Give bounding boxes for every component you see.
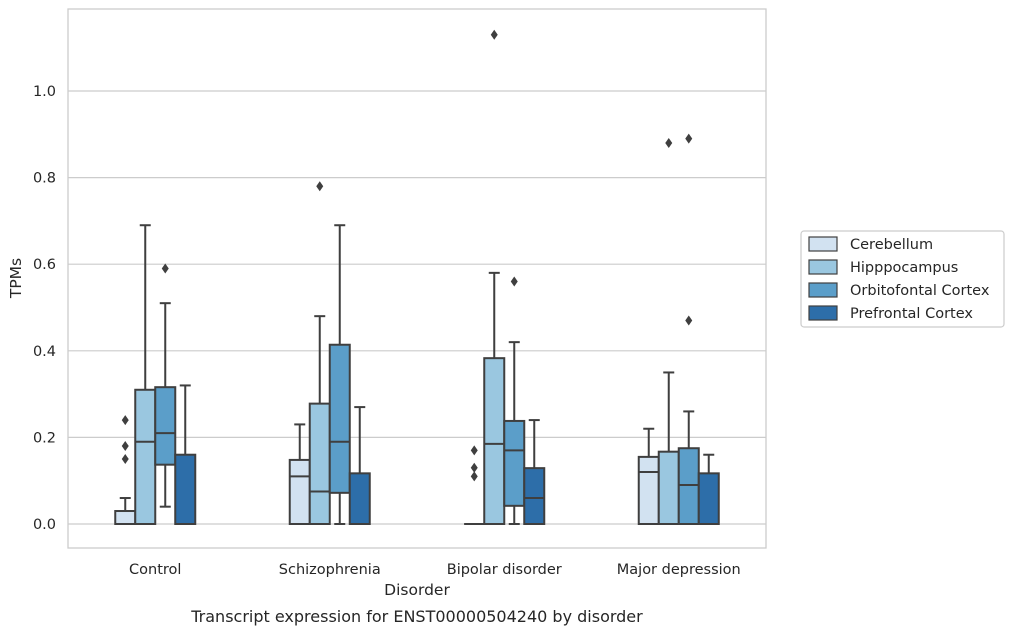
box-prefrontal-cortex (523, 419, 546, 526)
box-series (114, 29, 720, 526)
box-body (154, 386, 177, 466)
box-body (503, 419, 526, 507)
x-tick-label: Major depression (617, 562, 741, 578)
x-tick-label: Bipolar disorder (447, 562, 562, 578)
box-prefrontal-cortex (174, 384, 197, 525)
outlier-point (490, 29, 498, 40)
box-body (114, 510, 137, 526)
y-tick-label: 0.6 (33, 257, 56, 273)
legend-entry-label: Prefrontal Cortex (850, 306, 973, 322)
plot-frame (67, 8, 767, 549)
outlier-point (161, 263, 169, 274)
box-body (174, 453, 197, 525)
box-orbitofontal-cortex (154, 263, 177, 508)
chart-caption: Transcript expression for ENST0000050424… (190, 607, 643, 626)
outlier-point (470, 471, 478, 482)
box-orbitofontal-cortex (677, 133, 700, 526)
box-cerebellum (114, 415, 137, 526)
box-body (523, 467, 546, 526)
outlier-point (316, 181, 324, 192)
box-prefrontal-cortex (697, 453, 720, 525)
legend-swatch (808, 236, 838, 252)
box-body (677, 447, 700, 526)
box-cerebellum (464, 445, 485, 525)
outlier-point (121, 454, 129, 465)
y-tick-label: 0.8 (33, 171, 56, 187)
box-hipppocampus (134, 224, 157, 525)
box-body (697, 472, 720, 525)
x-tick-labels: Control Schizophrenia Bipolar disorder Majo… (129, 562, 741, 578)
box-orbitofontal-cortex (503, 276, 526, 525)
box-cerebellum (637, 427, 660, 526)
outlier-point (470, 445, 478, 456)
box-hipppocampus (657, 137, 680, 525)
outlier-point (685, 133, 693, 144)
x-tick-label: Control (129, 562, 181, 578)
legend-frame (800, 230, 1005, 328)
box-body (657, 450, 680, 525)
box-body (637, 455, 660, 526)
box-hipppocampus (308, 181, 331, 526)
outlier-point (510, 276, 518, 287)
legend-swatch (808, 259, 838, 275)
box-hipppocampus (483, 29, 506, 526)
y-tick-label: 1.0 (33, 84, 56, 100)
y-tick-label: 0.4 (33, 344, 56, 360)
outlier-point (121, 441, 129, 452)
legend-entry-label: Cerebellum (850, 237, 933, 253)
box-body (483, 357, 506, 526)
box-cerebellum (288, 423, 311, 525)
outlier-point (665, 137, 673, 148)
y-tick-label: 0.2 (33, 430, 56, 446)
legend-entry-label: Orbitofontal Cortex (850, 283, 990, 299)
x-tick-label: Schizophrenia (279, 562, 381, 578)
outlier-point (685, 315, 693, 326)
outlier-point (121, 415, 129, 426)
legend-swatch (808, 282, 838, 298)
y-axis-label: TPMs (7, 258, 25, 299)
legend-swatch (808, 305, 838, 321)
box-body (134, 388, 157, 525)
box-body (288, 458, 311, 525)
y-tick-labels: 0.0 0.2 0.4 0.6 0.8 1.0 (33, 84, 56, 533)
legend-entry-label: Hipppocampus (850, 260, 958, 276)
legend: Cerebellum Hipppocampus Orbitofontal Corte… (800, 230, 1005, 328)
box-orbitofontal-cortex (328, 224, 351, 525)
box-body (348, 472, 371, 525)
box-prefrontal-cortex (348, 406, 371, 525)
box-body (328, 343, 351, 494)
outlier-point (470, 462, 478, 473)
x-axis-label: Disorder (384, 581, 450, 599)
box-body (308, 402, 331, 526)
y-tick-label: 0.0 (33, 517, 56, 533)
